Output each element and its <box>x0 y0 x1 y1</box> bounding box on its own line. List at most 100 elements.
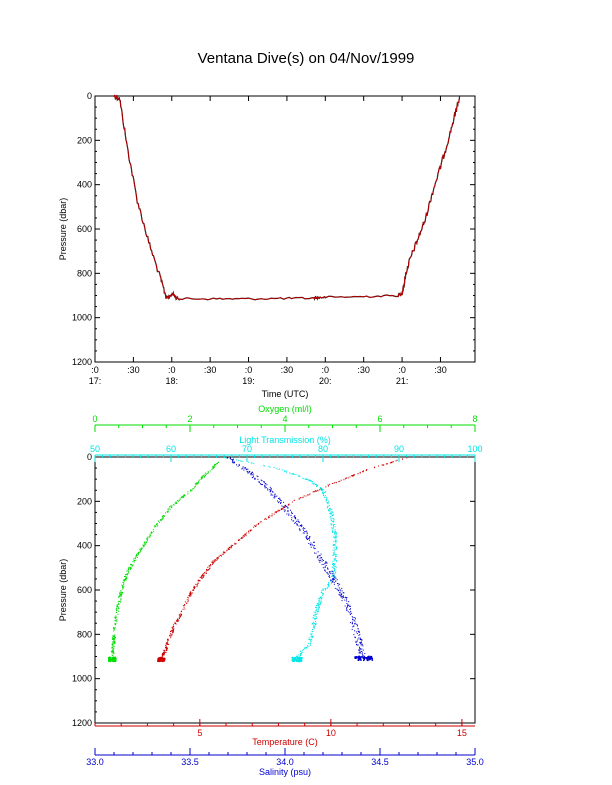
salinity-data-point <box>278 502 279 504</box>
salinity-data-point <box>257 478 259 480</box>
transmission-data-point <box>239 460 241 462</box>
temperature-data-point <box>275 511 277 513</box>
temperature-data-point <box>164 649 166 651</box>
salinity-data-point <box>343 597 345 599</box>
transmission-data-point <box>335 541 337 542</box>
oxygen-data-point <box>114 634 116 636</box>
plot1-xtick-label: :0 <box>168 365 176 375</box>
temperature-data-point <box>176 620 178 622</box>
salinity-data-point <box>284 511 286 513</box>
oxygen-data-point <box>169 506 171 508</box>
transmission-data-point <box>328 584 330 585</box>
temperature-data-point <box>242 536 244 538</box>
oxygen-data-point <box>114 642 115 644</box>
salinity-data-point <box>351 623 353 625</box>
transmission-data-point <box>269 466 271 468</box>
salinity-data-point <box>232 461 234 463</box>
temperature-data-point <box>277 509 279 511</box>
salinity-data-point <box>332 573 334 575</box>
temperature-data-point <box>396 459 398 461</box>
transmission-data-point <box>333 560 335 562</box>
salinity-data-point <box>324 569 326 571</box>
transmission-data-point <box>334 531 336 533</box>
oxygen-data-point <box>167 511 169 513</box>
temperature-data-point <box>166 642 168 644</box>
temperature-data-point <box>265 517 267 519</box>
salinity-bottom-point <box>355 656 357 658</box>
salinity-data-point <box>287 507 289 509</box>
transmission-data-point <box>334 524 336 525</box>
oxygen-data-point <box>127 569 129 571</box>
transmission-data-point <box>297 654 299 656</box>
oxygen-data-point <box>126 578 128 580</box>
salinity-data-point <box>280 500 282 501</box>
temperature-data-point <box>163 653 165 655</box>
temperature-data-point <box>167 643 169 645</box>
oxygen-data-point <box>174 502 176 504</box>
transmission-data-point <box>296 656 298 658</box>
transmission-data-point <box>333 573 335 575</box>
oxygen-data-point <box>130 566 132 568</box>
salinity-data-point <box>343 592 345 594</box>
temperature-data-point <box>171 630 173 632</box>
salinity-data-point <box>318 554 320 556</box>
oxygen-bottom-point <box>111 656 113 659</box>
oxygen-data-point <box>122 586 124 588</box>
transmission-axis-title: Light Transmission (%) <box>239 435 331 445</box>
salinity-data-point <box>274 493 276 495</box>
salinity-data-point <box>298 521 300 523</box>
oxygen-data-point <box>176 502 177 504</box>
temperature-data-point <box>315 490 317 492</box>
oxygen-data-point <box>113 634 115 636</box>
temperature-data-point <box>189 595 191 597</box>
temperature-data-point <box>166 648 168 650</box>
temperature-data-point <box>187 599 189 601</box>
transmission-data-point <box>334 554 336 556</box>
salinity-data-point <box>251 472 253 474</box>
transmission-data-point <box>316 612 318 614</box>
salinity-data-point <box>353 619 355 621</box>
oxygen-data-point <box>146 537 148 539</box>
transmission-tick-label: 100 <box>467 444 482 454</box>
temperature-data-point <box>280 508 282 510</box>
oxygen-data-point <box>114 629 116 631</box>
transmission-data-point <box>331 527 333 529</box>
transmission-data-point <box>332 521 334 523</box>
salinity-data-point <box>297 519 299 521</box>
oxygen-data-point <box>181 495 183 497</box>
plot1-ytick-label: 1200 <box>72 357 92 367</box>
transmission-data-point <box>315 622 317 624</box>
transmission-data-point <box>317 610 319 612</box>
oxygen-data-point <box>113 638 115 640</box>
temperature-data-point <box>339 480 341 482</box>
oxygen-data-point <box>167 509 169 511</box>
temperature-data-point <box>177 618 179 620</box>
temperature-data-point <box>366 469 368 470</box>
salinity-data-point <box>309 537 311 539</box>
oxygen-data-point <box>121 587 123 589</box>
oxygen-data-point <box>123 583 124 585</box>
salinity-data-point <box>277 500 278 502</box>
transmission-data-point <box>308 479 310 481</box>
oxygen-data-point <box>160 520 162 522</box>
oxygen-data-point <box>146 542 147 544</box>
temperature-bottom-point <box>160 657 162 660</box>
salinity-data-point <box>352 618 353 620</box>
transmission-data-point <box>329 507 331 509</box>
salinity-data-point <box>338 594 340 596</box>
salinity-data-point <box>251 471 253 473</box>
oxygen-data-point <box>116 619 118 621</box>
temperature-data-point <box>234 542 236 544</box>
oxygen-bottom-point <box>109 657 111 659</box>
temperature-data-point <box>239 539 241 541</box>
oxygen-data-point <box>218 462 219 463</box>
transmission-data-point <box>315 612 317 614</box>
oxygen-data-point <box>116 610 118 612</box>
transmission-data-point <box>333 520 335 522</box>
oxygen-data-point <box>155 524 157 526</box>
temperature-data-point <box>357 473 359 474</box>
salinity-data-point <box>361 653 363 655</box>
salinity-data-point <box>355 640 357 642</box>
salinity-data-point <box>327 573 329 575</box>
salinity-data-point <box>359 642 361 644</box>
